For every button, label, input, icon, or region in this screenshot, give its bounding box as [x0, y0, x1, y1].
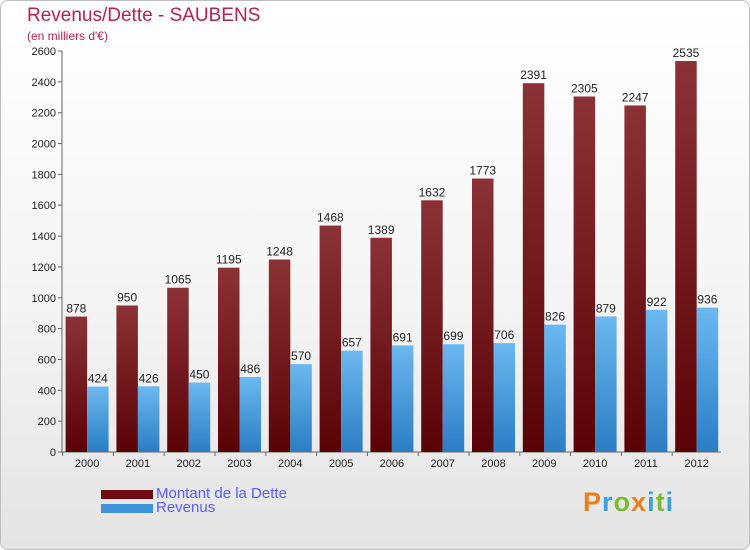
data-label-debt: 2305 — [571, 81, 598, 95]
bar-revenus — [341, 350, 363, 452]
x-tick-label: 2010 — [583, 458, 607, 470]
data-label-debt: 1248 — [266, 245, 293, 259]
bar-revenus — [544, 324, 566, 452]
bar-debt — [472, 178, 494, 453]
y-tick-label: 2400 — [32, 77, 56, 89]
data-label-revenus: 486 — [240, 362, 260, 376]
data-label-debt: 950 — [117, 290, 137, 304]
bar-debt — [218, 267, 240, 452]
y-tick-label: 200 — [38, 416, 56, 428]
bar-debt — [167, 287, 189, 452]
x-tick-label: 2003 — [227, 458, 251, 470]
y-tick-label: 2200 — [32, 108, 56, 120]
x-tick-label: 2001 — [126, 458, 150, 470]
bar-revenus — [290, 364, 312, 452]
x-tick-label: 2000 — [75, 458, 99, 470]
legend-label-debt: Montant de la Dette — [156, 485, 287, 502]
legend-label-revenus: Revenus — [156, 499, 216, 516]
data-label-debt: 1773 — [469, 164, 496, 178]
legend-swatch-debt — [101, 490, 153, 499]
chart-subtitle: (en milliers d'€) — [27, 29, 108, 43]
data-label-revenus: 826 — [545, 310, 565, 324]
data-label-revenus: 657 — [342, 336, 362, 350]
logo-letter: r — [602, 487, 614, 517]
y-tick-label: 1000 — [32, 293, 56, 305]
logo-letter: o — [613, 487, 632, 517]
data-label-debt: 1389 — [368, 223, 395, 237]
bar-revenus — [188, 382, 211, 452]
data-label-revenus: 424 — [88, 372, 108, 386]
data-label-debt: 1065 — [165, 273, 192, 287]
y-tick-label: 600 — [38, 354, 56, 366]
data-label-debt: 878 — [66, 302, 86, 316]
chart-title: Revenus/Dette - SAUBENS — [27, 5, 261, 26]
x-tick-label: 2007 — [430, 458, 454, 470]
logo-letter: i — [665, 487, 675, 517]
bar-revenus — [87, 386, 109, 452]
data-label-revenus: 922 — [647, 295, 667, 309]
data-label-debt: 2247 — [622, 90, 649, 104]
bar-debt — [65, 316, 88, 452]
bar-revenus — [239, 377, 261, 452]
bar-revenus — [645, 309, 668, 452]
y-tick-label: 800 — [38, 324, 56, 336]
bar-debt — [319, 225, 342, 452]
bar-debt — [421, 200, 443, 452]
y-tick-label: 1400 — [32, 231, 56, 243]
data-label-debt: 2391 — [520, 68, 547, 82]
x-tick-label: 2008 — [481, 458, 505, 470]
logo-letter: t — [655, 487, 666, 517]
data-label-revenus: 706 — [494, 328, 514, 342]
data-label-revenus: 570 — [291, 349, 311, 363]
data-label-revenus: 691 — [393, 330, 413, 344]
data-label-debt: 1632 — [419, 185, 446, 199]
data-label-revenus: 936 — [697, 293, 717, 307]
y-tick-label: 2600 — [32, 46, 56, 58]
logo-letter: P — [583, 487, 603, 517]
y-tick-label: 0 — [50, 447, 56, 459]
bar-debt — [522, 83, 545, 453]
x-tick-label: 2002 — [176, 458, 200, 470]
data-label-debt: 1195 — [216, 253, 242, 267]
y-tick-label: 1800 — [32, 169, 56, 181]
bar-revenus — [442, 344, 465, 452]
logo-letter: i — [647, 487, 656, 517]
y-tick-label: 400 — [38, 385, 56, 397]
bar-debt — [624, 105, 646, 453]
bar-debt — [370, 237, 392, 452]
data-label-debt: 2535 — [673, 46, 700, 60]
bar-debt — [573, 96, 596, 452]
x-tick-label: 2005 — [329, 458, 353, 470]
y-tick-label: 1200 — [32, 262, 56, 274]
data-label-revenus: 426 — [139, 371, 159, 385]
data-label-revenus: 879 — [596, 301, 616, 315]
x-tick-label: 2004 — [278, 458, 302, 470]
bar-revenus — [391, 345, 414, 452]
data-label-revenus: 450 — [189, 368, 209, 382]
x-tick-label: 2012 — [684, 458, 708, 470]
bar-revenus — [137, 386, 160, 452]
data-label-debt: 1468 — [317, 211, 344, 225]
logo-letter: x — [631, 487, 648, 517]
bar-debt — [116, 305, 138, 452]
x-tick-label: 2011 — [634, 458, 658, 470]
bar-debt — [675, 61, 697, 453]
data-label-revenus: 699 — [443, 329, 463, 343]
legend-swatch-revenus — [101, 504, 153, 513]
x-tick-label: 2009 — [532, 458, 556, 470]
bar-revenus — [696, 307, 719, 452]
bar-revenus — [595, 316, 617, 452]
bar-debt — [268, 259, 291, 452]
x-tick-label: 2006 — [380, 458, 404, 470]
y-tick-label: 2000 — [32, 139, 56, 151]
y-tick-label: 1600 — [32, 200, 56, 212]
bar-revenus — [493, 343, 515, 452]
proxiti-logo: Proxiti — [583, 487, 674, 518]
